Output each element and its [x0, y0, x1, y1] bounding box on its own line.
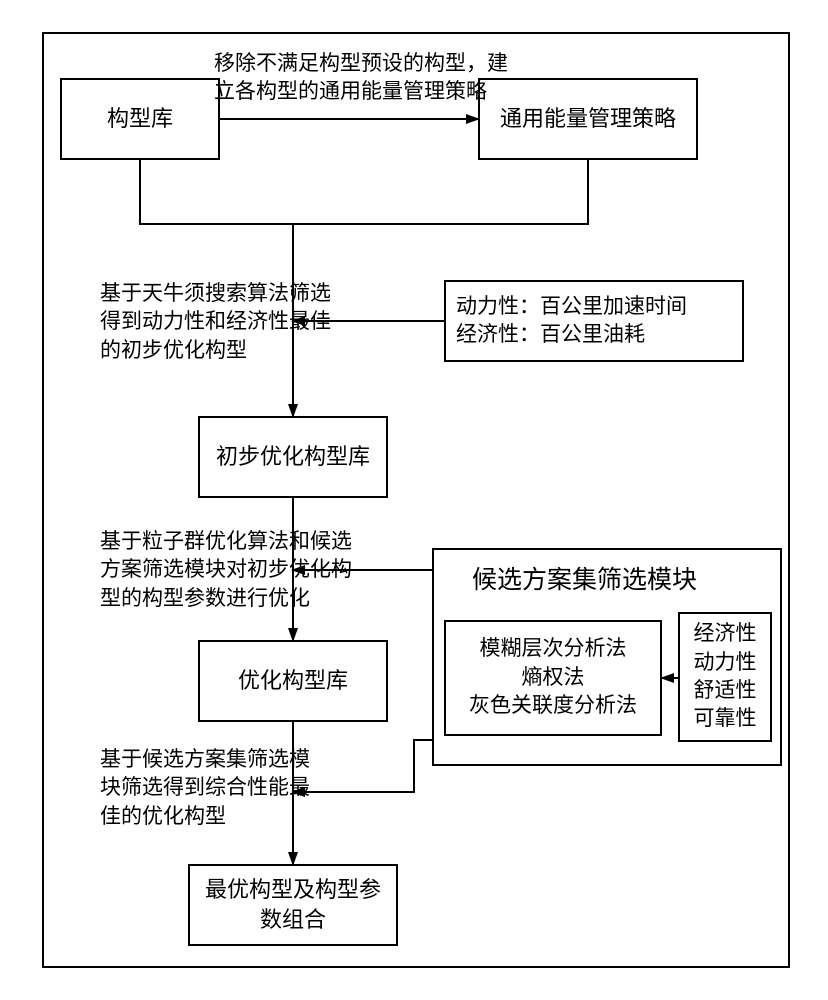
- edge-label-2: 基于天牛须搜索算法筛选 得到动力性和经济性最佳 的初步优化构型: [100, 280, 331, 365]
- node-prelim-lib: 初步优化构型库: [198, 416, 388, 498]
- edge-label-3: 基于粒子群优化算法和候选 方案筛选模块对初步优化构 型的构型参数进行优化: [100, 528, 352, 613]
- node-strategy: 通用能量管理策略: [478, 78, 698, 160]
- canvas: 构型库 通用能量管理策略 动力性：百公里加速时间 经济性：百公里油耗 初步优化构…: [0, 0, 828, 1000]
- module-title: 候选方案集筛选模块: [472, 564, 697, 598]
- node-opt-lib: 优化构型库: [198, 640, 388, 722]
- node-criteria: 动力性：百公里加速时间 经济性：百公里油耗: [444, 280, 744, 362]
- module-perf-box: 经济性 动力性 舒适性 可靠性: [678, 612, 772, 742]
- edge-label-4: 基于候选方案集筛选模 块筛选得到综合性能最 佳的优化构型: [100, 746, 310, 831]
- node-config-lib: 构型库: [60, 78, 220, 160]
- module-methods-box: 模糊层次分析法 熵权法 灰色关联度分析法: [444, 620, 662, 736]
- edge-label-1: 移除不满足构型预设的构型，建 立各构型的通用能量管理策略: [214, 50, 508, 107]
- node-result: 最优构型及构型参 数组合: [188, 864, 398, 946]
